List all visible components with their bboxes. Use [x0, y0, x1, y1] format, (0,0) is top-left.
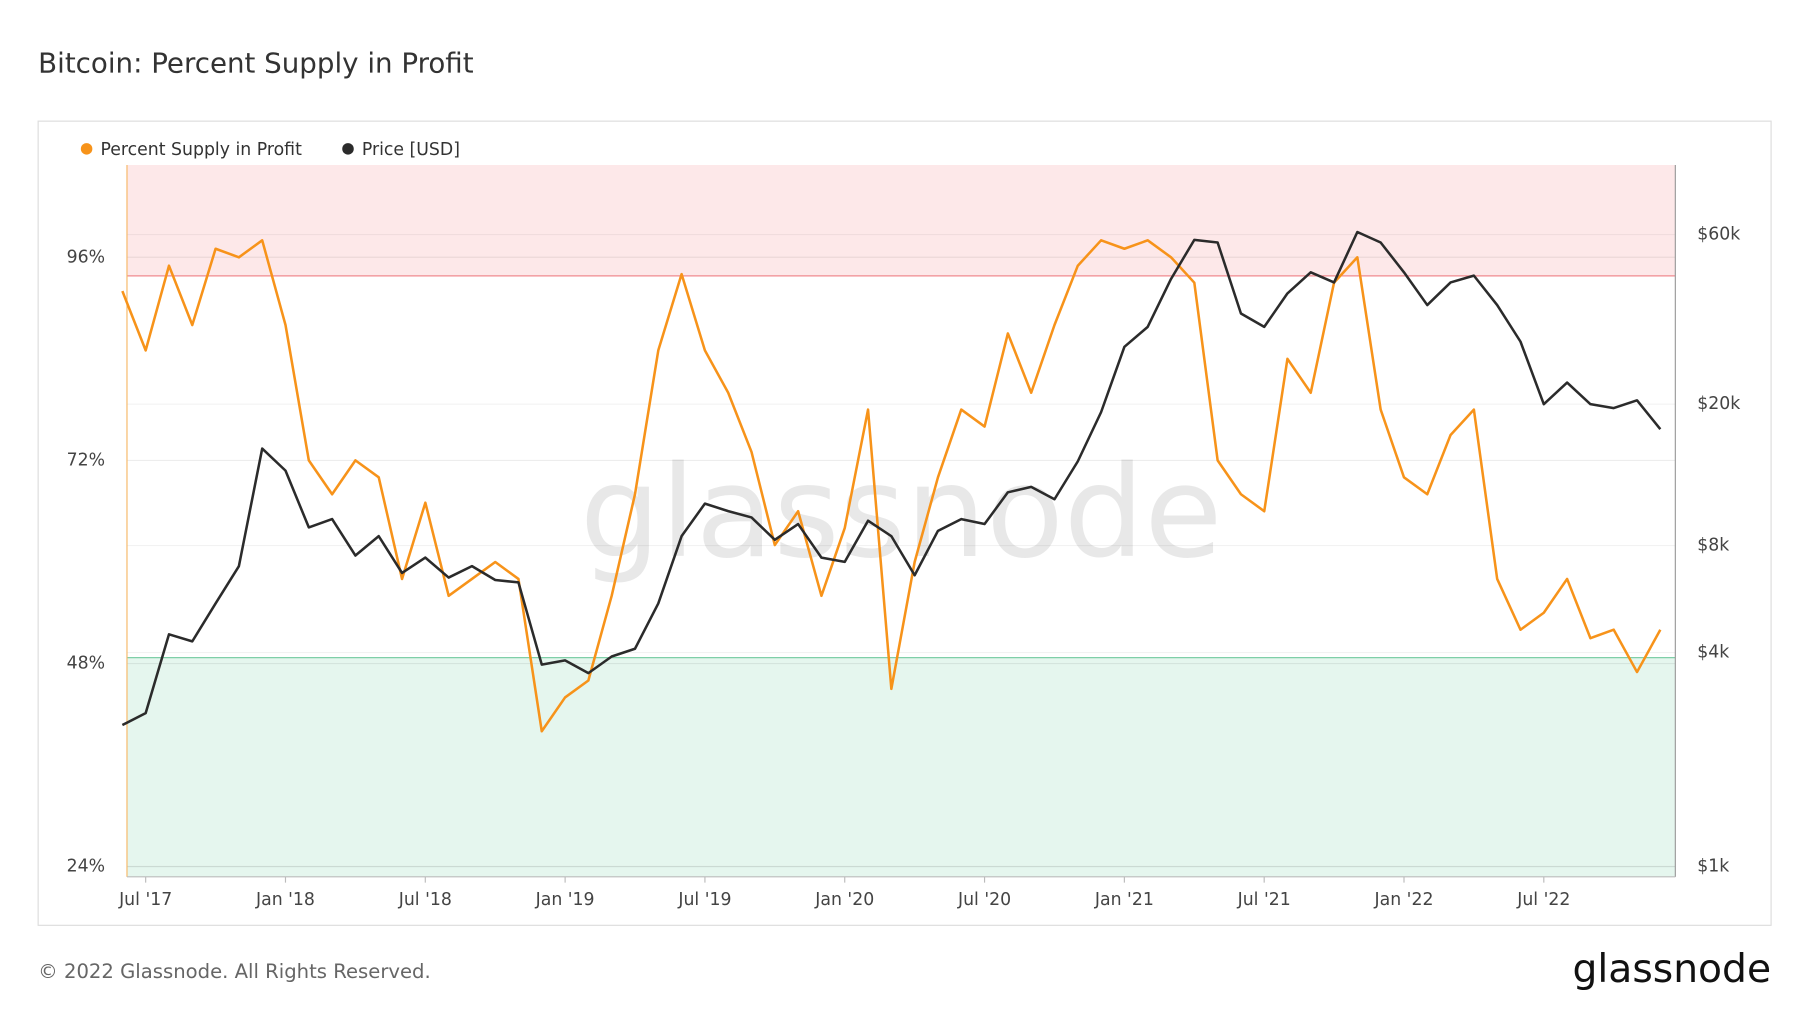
y2-tick-label: $20k [1697, 394, 1740, 414]
y2-tick-label: $1k [1697, 856, 1729, 876]
x-tick-label: Jul '21 [1237, 890, 1291, 910]
x-tick-label: Jan '21 [1094, 890, 1154, 910]
logo: glassnode [1573, 947, 1772, 992]
chart-title: Bitcoin: Percent Supply in Profit [38, 47, 474, 80]
undervalued-band [126, 657, 1676, 877]
x-tick-label: Jan '22 [1374, 890, 1434, 910]
watermark: glassnode [580, 438, 1223, 586]
legend-marker [342, 143, 354, 155]
x-tick-label: Jul '17 [118, 890, 172, 910]
y2-tick-label: $60k [1697, 225, 1740, 245]
y2-tick-label: $4k [1697, 643, 1729, 663]
y2-tick-label: $8k [1697, 536, 1729, 556]
overheated-band [126, 164, 1676, 276]
y-tick-label: 24% [67, 857, 105, 877]
legend-label: Price [USD] [362, 140, 460, 160]
y-tick-label: 96% [67, 247, 105, 267]
legend-marker [80, 143, 93, 155]
x-tick-label: Jan '18 [255, 890, 315, 910]
x-tick-label: Jan '20 [814, 890, 874, 910]
series-line [121, 230, 1662, 727]
y-tick-label: 72% [67, 450, 105, 470]
series-line [121, 239, 1662, 733]
x-tick-label: Jul '22 [1516, 890, 1570, 910]
legend-label: Percent Supply in Profit [100, 140, 302, 160]
x-tick-label: Jul '18 [398, 890, 452, 910]
y-tick-label: 48% [67, 654, 105, 674]
x-tick-label: Jul '20 [957, 890, 1011, 910]
x-tick-label: Jul '19 [677, 890, 731, 910]
x-tick-label: Jan '19 [535, 890, 595, 910]
footer: © 2022 Glassnode. All Rights Reserved. [38, 960, 431, 983]
